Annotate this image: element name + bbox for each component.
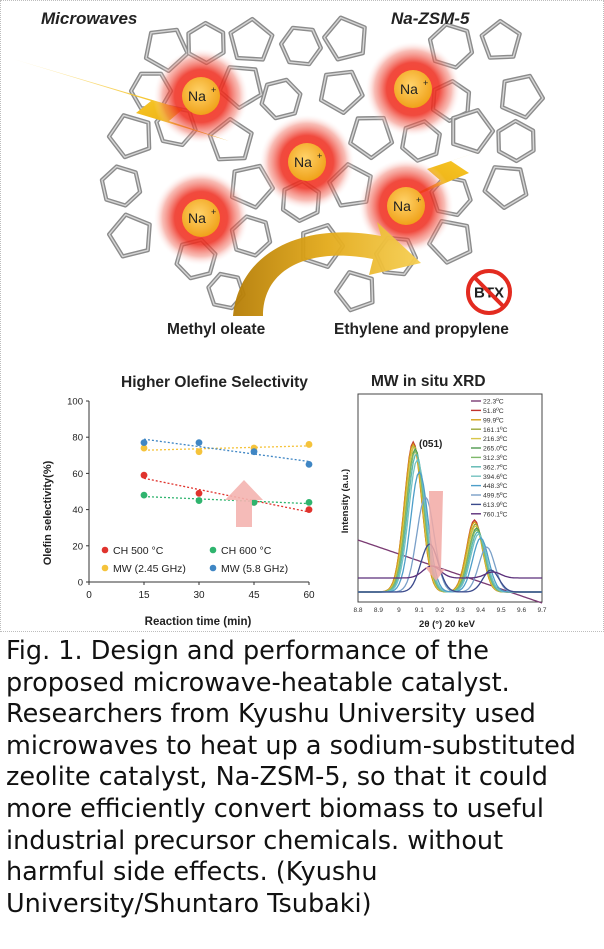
y-tick-label: 100 [67, 397, 83, 408]
x-tick-label: 60 [303, 590, 315, 601]
data-point [195, 489, 203, 497]
sodium-cation: Na + [153, 48, 249, 144]
data-point [195, 448, 203, 456]
data-point [250, 448, 258, 456]
cation-label: Na [294, 154, 312, 170]
x-tick-label: 15 [138, 590, 150, 601]
x-tick-label: 45 [248, 590, 260, 601]
x-tick-label: 9.4 [476, 607, 485, 614]
sodium-cation: Na + [365, 41, 461, 137]
data-point [140, 491, 148, 499]
legend-marker [209, 564, 217, 572]
legend-label: 216.3ºC [483, 436, 507, 443]
data-point [250, 498, 258, 506]
x-tick-label: 9.5 [497, 607, 506, 614]
x-tick-label: 8.8 [353, 607, 362, 614]
y-tick-label: 80 [72, 433, 83, 444]
legend-label: CH 500 °C [113, 545, 164, 557]
zeolite-scheme: Na + Na + Na + Na + Na + BTX [13, 15, 576, 316]
cation-charge: + [423, 78, 428, 88]
trendline [143, 477, 310, 513]
y-tick-label: 40 [72, 505, 83, 516]
y-tick-label: 20 [72, 541, 83, 552]
peak-annotation: (051) [419, 439, 442, 450]
cation-charge: + [317, 151, 322, 161]
legend-label: MW (2.45 GHz) [113, 563, 186, 575]
trendline [143, 445, 310, 451]
cation-charge: + [211, 85, 216, 95]
sodium-cation: Na + [259, 114, 355, 210]
x-tick-label: 9.3 [456, 607, 465, 614]
legend-label: 613.9ºC [483, 502, 507, 509]
x-tick-label: 9.7 [537, 607, 546, 614]
xrd-curve [358, 565, 542, 579]
x-tick-label: 9.6 [517, 607, 526, 614]
y-tick-label: 60 [72, 469, 83, 480]
legend-label: 265.0ºC [483, 446, 507, 453]
x-tick-label: 9.1 [415, 607, 424, 614]
legend-label: 394.6ºC [483, 474, 507, 481]
cation-label: Na [188, 210, 206, 226]
data-point [140, 444, 148, 452]
xrd-curve [358, 543, 542, 593]
peak-shift-arrow [425, 491, 445, 581]
microwaves-label: Microwaves [41, 9, 138, 28]
figure-panel: Na+Na+Na+Na+Na+ BTX Microwaves Na-ZSM-5 … [0, 0, 604, 632]
data-point [140, 439, 148, 447]
legend-label: MW (5.8 GHz) [221, 563, 288, 575]
data-point [305, 498, 313, 506]
cation-charge: + [211, 207, 216, 217]
reactant-label: Methyl oleate [167, 321, 266, 338]
legend-label: 448.3ºC [483, 483, 507, 490]
trendline [143, 438, 310, 463]
legend-label: 161.1ºC [483, 427, 507, 434]
legend-label: 312.3ºC [483, 455, 507, 462]
data-point [305, 460, 313, 468]
xrd-y-label: Intensity (a.u.) [340, 469, 351, 533]
data-point [305, 506, 313, 513]
no-btx-symbol: BTX [466, 269, 512, 315]
cation-label: Na [188, 88, 206, 104]
legend-label: 499.5ºC [483, 493, 507, 500]
figure-caption: Fig. 1. Design and performance of the pr… [6, 636, 576, 919]
sodium-cation: Na + [153, 170, 249, 266]
data-point [305, 441, 313, 448]
legend-marker [101, 546, 109, 554]
legend-label: 99.9ºC [483, 417, 504, 424]
legend-label: 362.7ºC [483, 464, 507, 471]
xrd-plot-frame [357, 393, 543, 603]
increase-arrow [225, 480, 263, 527]
xrd-chart: (051) 22.3ºC 51.8ºC 99.9ºC 161.1ºC 216.3ºC 26… [340, 393, 547, 630]
y-tick-label: 0 [78, 578, 83, 589]
legend-label: 22.3ºC [483, 399, 504, 406]
x-tick-label: 0 [86, 590, 92, 601]
conversion-arrow [233, 222, 421, 316]
selectivity-chart: 0 20 40 60 80 100 0 15 30 45 60 CH 500 °C CH 600 °C… [42, 397, 315, 629]
cation-label: Na [400, 81, 418, 97]
data-point [140, 471, 148, 479]
x-tick-label: 9.2 [435, 607, 444, 614]
legend-marker [209, 546, 217, 554]
x-tick-label: 30 [193, 590, 205, 601]
data-point [195, 439, 203, 447]
cation-charge: + [416, 195, 421, 205]
x-tick-label: 9 [397, 607, 401, 614]
data-point [195, 497, 203, 504]
legend-label: 760.1ºC [483, 511, 507, 518]
legend-marker [101, 564, 109, 572]
selectivity-x-label: Reaction time (min) [145, 616, 252, 628]
selectivity-chart-title: Higher Olefine Selectivity [121, 374, 308, 391]
xrd-x-label: 2θ (°) 20 keV [419, 619, 476, 630]
products-label: Ethylene and propylene [334, 321, 509, 338]
legend-label: CH 600 °C [221, 545, 272, 557]
trendline [143, 495, 310, 505]
x-tick-label: 8.9 [374, 607, 383, 614]
xrd-chart-title: MW in situ XRD [371, 373, 486, 390]
framework-label: Na-ZSM-5 [391, 9, 470, 28]
legend-label: 51.8ºC [483, 408, 504, 415]
selectivity-y-label: Olefin selectivity(%) [42, 460, 54, 565]
cation-label: Na [393, 198, 411, 214]
